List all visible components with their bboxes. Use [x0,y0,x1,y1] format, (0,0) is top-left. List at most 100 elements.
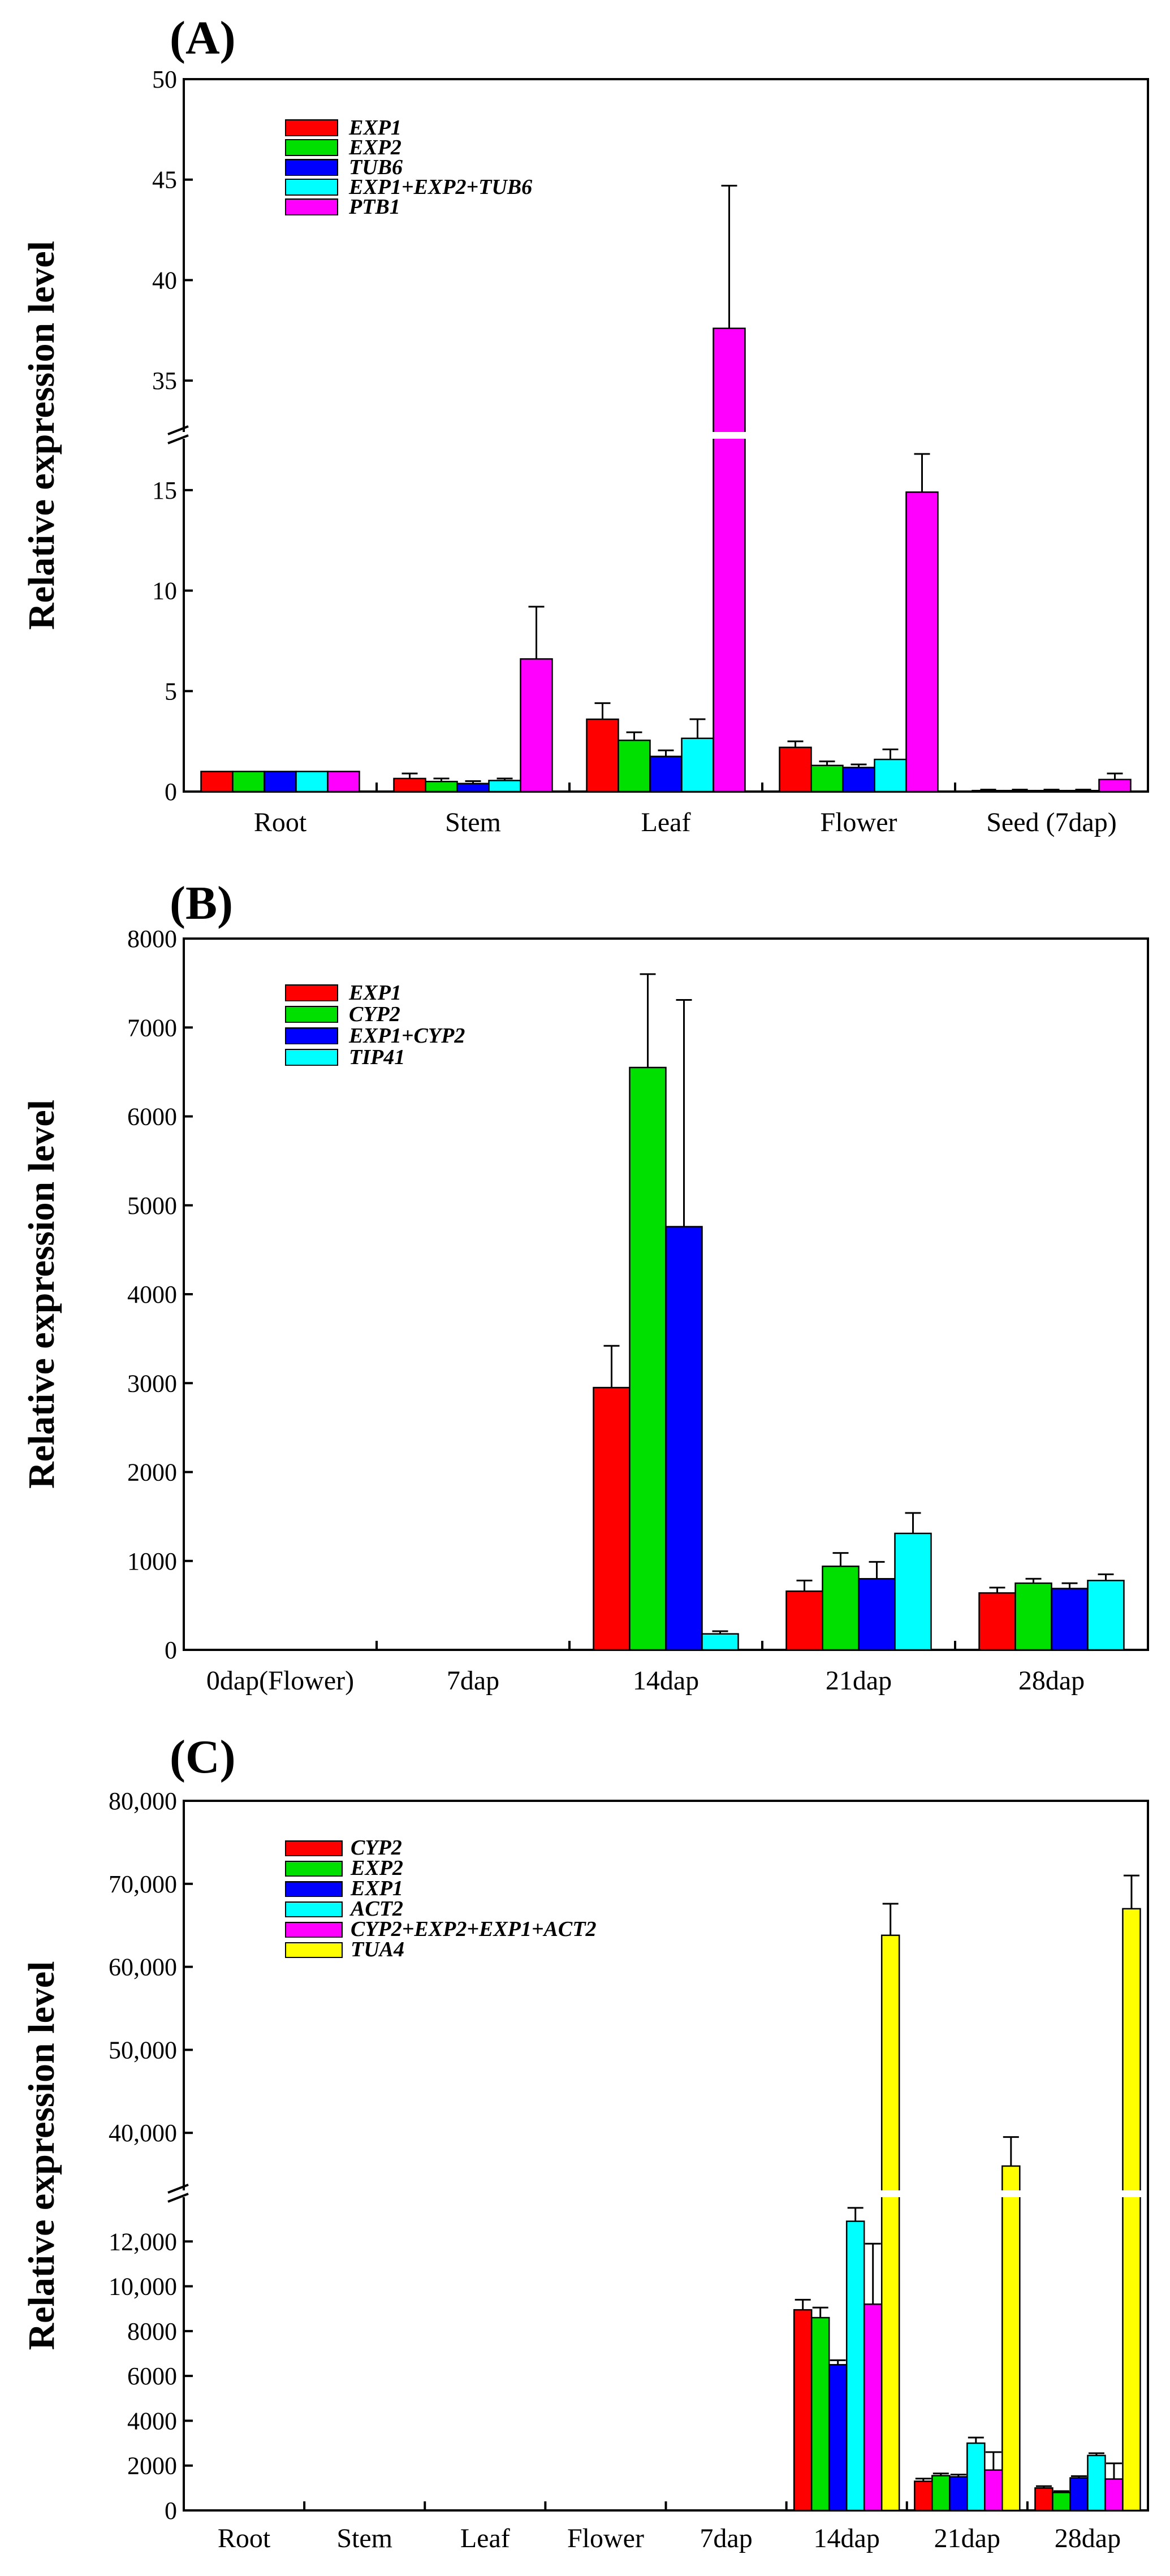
bar [1069,2477,1089,2512]
x-category-label: Flower [821,807,897,837]
bar [842,767,875,793]
bar [828,2364,848,2512]
y-axis-label: Relative expression level [21,1961,62,2350]
x-category-label: Seed (7dap) [986,807,1117,837]
bar [1014,1582,1052,1651]
bar [649,755,683,793]
legend-swatch [285,159,338,176]
axis-break-mark [167,2193,189,2203]
y-tick-label: 8000 [127,2318,177,2345]
x-category-label: 28dap [1055,2523,1121,2553]
x-category-label: Leaf [641,807,691,837]
y-tick-label: 5000 [127,1192,177,1220]
bar [984,2469,1003,2512]
y-tick-label: 12,000 [109,2228,177,2255]
y-tick-label: 1000 [127,1548,177,1575]
bar [914,2480,933,2512]
bar [713,327,746,793]
bar [1104,2478,1124,2512]
x-category-label: 14dap [633,1666,699,1696]
bar [880,1934,900,2512]
x-category-label: 21dap [826,1666,892,1696]
y-tick-label: 2000 [127,1459,177,1486]
y-tick-label: 4000 [127,1281,177,1308]
x-category-label: 7dap [447,1666,499,1696]
bar [295,771,329,793]
legend-swatch [285,1881,343,1897]
bar [905,491,939,793]
legend-swatch [285,119,338,136]
bar [810,2316,830,2512]
bar [863,2303,883,2512]
bar [393,777,426,793]
y-tick-label: 35 [152,367,177,395]
y-tick-label: 3000 [127,1369,177,1397]
legend-label: CYP2+EXP2+EXP1+ACT2 [351,1917,596,1941]
legend-swatch [285,1027,338,1044]
bar [874,758,907,793]
y-tick-label: 6000 [127,1103,177,1131]
bar [1122,1908,1141,2512]
axis-break-mark [167,425,189,435]
y-tick-label: 40 [152,266,177,294]
bar [1051,1588,1089,1651]
x-category-label: 14dap [814,2523,880,2553]
y-tick-label: 10,000 [109,2273,177,2301]
y-tick-label: 6000 [127,2362,177,2390]
legend-label: EXP2 [350,1856,403,1880]
y-tick-label: 50 [152,66,177,93]
bar [593,1386,631,1651]
legend-label: CYP2 [351,1836,402,1860]
legend-label: ACT2 [349,1897,403,1921]
y-tick-label: 60,000 [109,1953,177,1981]
bar [701,1633,739,1651]
y-tick-label: 45 [152,166,177,194]
bar [822,1565,860,1651]
legend-label: EXP1+CYP2 [348,1024,465,1048]
y-tick-label: 50,000 [109,2036,177,2064]
y-tick-label: 0 [165,1636,177,1664]
y-tick-label: 10 [152,577,177,605]
bar [779,746,812,793]
bar [200,771,234,793]
bar [488,780,521,793]
legend-label: CYP2 [349,1002,400,1026]
bar [972,789,1005,793]
y-tick-label: 70,000 [109,1870,177,1898]
bar [520,658,553,793]
legend-swatch [285,1942,343,1958]
legend-swatch [285,984,338,1001]
x-category-label: Flower [567,2523,644,2553]
legend-label: EXP1 [348,116,401,140]
legend-swatch [285,1840,343,1856]
legend-swatch [285,139,338,156]
bar [1067,789,1100,793]
y-tick-label: 0 [165,2497,177,2525]
legend-swatch [285,1049,338,1066]
panel-label: (A) [170,12,236,64]
bar [232,771,265,793]
bar [894,1532,932,1651]
x-category-label: Leaf [460,2523,510,2553]
legend-label: TUA4 [351,1938,404,1961]
legend-swatch [285,198,338,215]
bar [665,1226,703,1651]
legend-label: TIP41 [349,1045,405,1069]
chart-panel-1: (B) Relative expression level 0 1000 2000 300… [21,877,1149,1696]
y-tick-label: 80,000 [109,1787,177,1815]
y-tick-label: 40,000 [109,2119,177,2147]
legend-swatch [285,179,338,196]
legend-swatch [285,1922,343,1938]
bar [978,1592,1016,1651]
bar [1087,2454,1106,2512]
x-category-label: Root [254,807,307,837]
y-tick-label: 2000 [127,2452,177,2480]
bar [1003,789,1037,793]
x-category-label: Root [218,2523,271,2553]
y-tick-label: 5 [165,677,177,705]
bar-break-gap [1001,2190,1021,2197]
bar-break-gap [1121,2190,1142,2197]
bar [949,2476,968,2512]
legend-swatch [285,1006,338,1023]
y-tick-label: 15 [152,477,177,504]
